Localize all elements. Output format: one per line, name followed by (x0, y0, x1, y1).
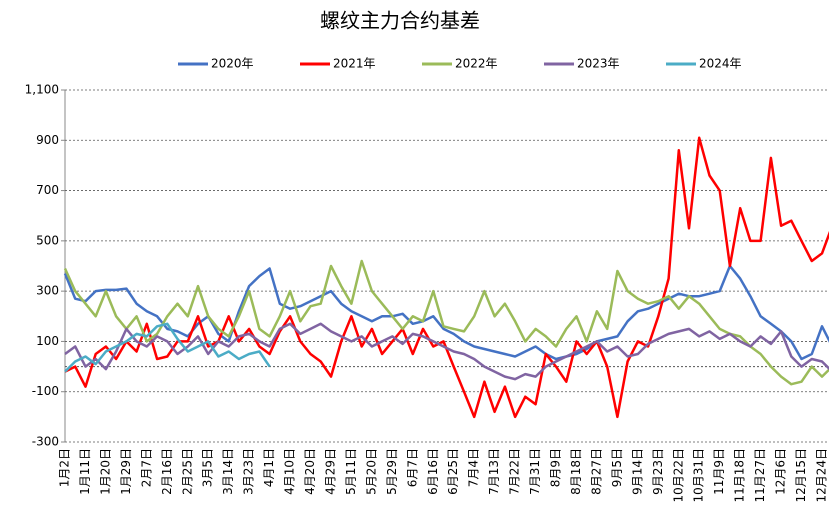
x-tick-label: 12月24日 (815, 448, 829, 503)
x-tick-label: 5月29日 (385, 448, 399, 495)
x-tick-label: 4月10日 (283, 448, 297, 495)
x-tick-label: 4月29日 (323, 448, 337, 495)
y-tick-label: 500 (36, 233, 59, 247)
x-tick-label: 4月20日 (303, 448, 317, 495)
series-line (64, 322, 271, 373)
series-line (63, 259, 829, 386)
y-tick-label: -100 (32, 384, 59, 398)
x-tick-label: 9月23日 (651, 448, 665, 495)
legend-label: 2023年 (577, 57, 620, 71)
y-tick-label: 100 (36, 334, 59, 348)
x-tick-label: 6月25日 (446, 448, 460, 495)
x-tick-label: 2月25日 (180, 448, 194, 495)
x-tick-label: 11月18日 (733, 448, 747, 503)
x-tick-label: 6月16日 (426, 448, 440, 495)
x-tick-label: 1月2日 (58, 448, 72, 487)
x-tick-label: 7月4日 (467, 448, 481, 487)
x-tick-label: 5月20日 (364, 448, 378, 495)
y-tick-label: 900 (36, 133, 59, 147)
x-tick-label: 2月16日 (160, 448, 174, 495)
chart-title: 螺纹主力合约基差 (320, 9, 480, 33)
x-tick-label: 12月15日 (794, 448, 808, 503)
x-tick-label: 1月29日 (119, 448, 133, 495)
x-tick-label: 1月11日 (78, 448, 92, 495)
y-tick-label: 700 (36, 183, 59, 197)
x-tick-label: 5月11日 (344, 448, 358, 495)
y-tick-label: 1,100 (25, 83, 59, 97)
x-tick-label: 6月7日 (405, 448, 419, 487)
legend-label: 2021年 (333, 57, 376, 71)
x-tick-label: 7月22日 (508, 448, 522, 495)
x-tick-label: 11月27日 (753, 448, 767, 503)
legend-label: 2024年 (699, 57, 742, 71)
x-tick-label: 8月27日 (589, 448, 603, 495)
x-tick-label: 7月31日 (528, 448, 542, 495)
y-tick-label: -300 (32, 435, 59, 449)
series-line (64, 322, 829, 381)
legend-label: 2020年 (211, 57, 254, 71)
x-tick-label: 10月22日 (671, 448, 685, 503)
x-tick-label: 9月14日 (630, 448, 644, 495)
x-tick-label: 11月9日 (712, 448, 726, 495)
x-tick-label: 3月23日 (242, 448, 256, 495)
x-tick-label: 3月14日 (221, 448, 235, 495)
x-tick-label: 10月31日 (692, 448, 706, 503)
legend-label: 2022年 (455, 57, 498, 71)
x-tick-label: 9月5日 (610, 448, 624, 487)
x-tick-label: 3月5日 (201, 448, 215, 487)
series-line (63, 264, 829, 361)
x-tick-label: 7月13日 (487, 448, 501, 495)
x-tick-label: 2月7日 (139, 448, 153, 487)
x-tick-label: 4月1日 (262, 448, 276, 487)
x-tick-label: 1月20日 (98, 448, 112, 495)
y-tick-label: 300 (36, 284, 59, 298)
x-tick-label: 12月6日 (774, 448, 788, 495)
x-tick-label: 8月9日 (549, 448, 563, 487)
x-tick-label: 8月18日 (569, 448, 583, 495)
series-line (64, 136, 829, 419)
